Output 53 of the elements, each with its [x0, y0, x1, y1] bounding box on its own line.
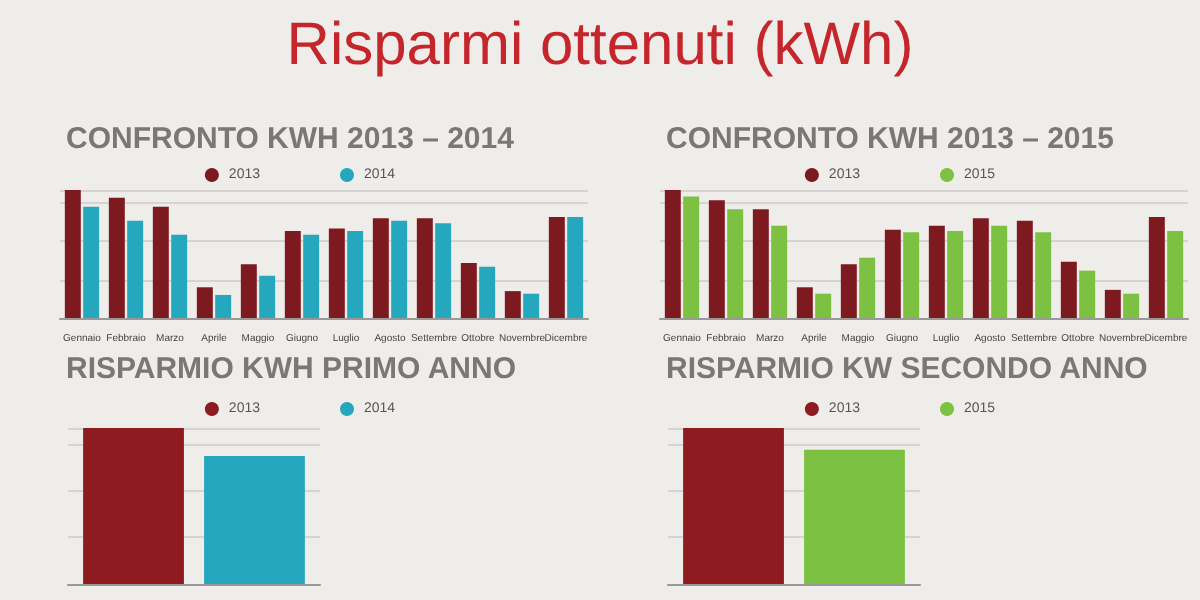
bar [1148, 216, 1165, 318]
bar [303, 234, 320, 318]
bar [328, 228, 345, 318]
bar [127, 220, 144, 318]
text: Risparmi ottenuti (kWh) [284, 12, 916, 80]
chart-title: CONFRONTO KWH 2013 – 2015 [666, 122, 1114, 156]
bar [771, 225, 788, 318]
chart-title: RISPARMIO KW SECONDO ANNO [666, 352, 1149, 386]
bar [372, 218, 389, 318]
bar [259, 275, 276, 318]
bar [215, 294, 232, 318]
bar [947, 230, 964, 318]
bar [152, 206, 169, 318]
bar [504, 291, 521, 318]
bar [523, 293, 540, 318]
chart-title: CONFRONTO KWH 2013 – 2014 [66, 122, 516, 156]
bar [347, 230, 364, 318]
bar [1035, 232, 1052, 318]
bar [1123, 293, 1140, 318]
chart-title: RISPARMIO KWH PRIMO ANNO [66, 352, 517, 386]
bar [796, 287, 813, 318]
bar [1167, 230, 1184, 318]
bar [1060, 261, 1077, 318]
bar [884, 229, 901, 318]
bar [64, 190, 81, 318]
bar [840, 264, 857, 318]
bar [903, 232, 920, 318]
bar [727, 209, 744, 318]
bar [1079, 270, 1096, 318]
bar [479, 266, 496, 318]
bar [460, 262, 477, 318]
bar [664, 190, 681, 318]
bar [1016, 220, 1033, 318]
bar [683, 196, 700, 318]
bar [284, 230, 301, 318]
bar [416, 218, 433, 318]
bar [1104, 289, 1121, 318]
bar [171, 234, 188, 318]
bar [548, 216, 565, 318]
bar [859, 257, 876, 318]
bar [928, 225, 945, 318]
bar [108, 197, 125, 318]
bar [83, 206, 100, 318]
bar [991, 225, 1008, 318]
bar [196, 287, 213, 318]
bar [752, 209, 769, 318]
bar [391, 220, 408, 318]
bar [567, 216, 584, 318]
bar [708, 200, 725, 318]
bar [972, 218, 989, 318]
bar [815, 293, 832, 318]
bar [435, 223, 452, 318]
bar [240, 264, 257, 318]
